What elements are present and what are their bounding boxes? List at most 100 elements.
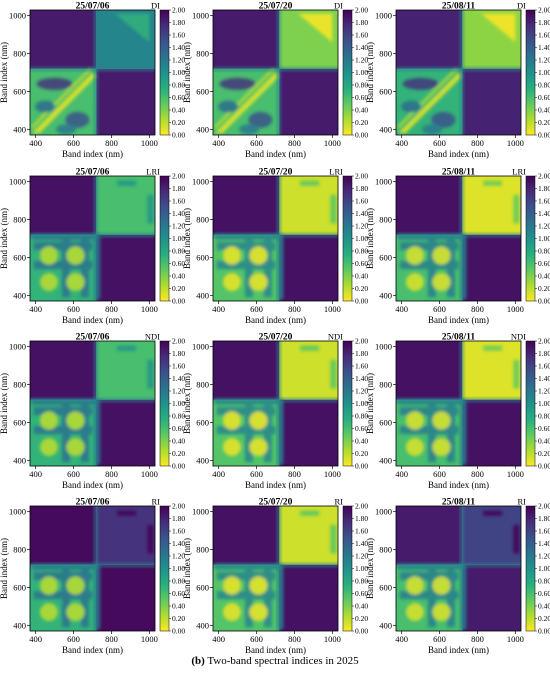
x-tick-label: 1000: [507, 304, 524, 314]
colorbar-tick-label: 1.80: [538, 514, 550, 523]
x-tick-label: 400: [212, 634, 225, 644]
colorbar-tick-label: 1.00: [355, 399, 368, 408]
y-tick-label: 1000: [375, 507, 392, 517]
colorbar-tick-label: 2.00: [538, 502, 550, 511]
heatmap-cells: [213, 341, 338, 466]
plot-frame: [395, 9, 522, 136]
colorbar-tick-label: 0.60: [172, 589, 185, 598]
colorbar-tick-label: 1.60: [538, 527, 550, 536]
colorbar-tick-label: 0.20: [538, 614, 550, 623]
y-tick-label: 1000: [192, 177, 209, 187]
y-axis-label: Band index (nm): [0, 42, 9, 103]
block-nir-nir: [279, 176, 338, 235]
bright-blob: [39, 273, 58, 292]
block-vis-nir: [396, 10, 463, 69]
x-tick-label: 800: [105, 634, 118, 644]
colorbar-tick-label: 1.80: [172, 18, 185, 27]
block-nir-vis: [279, 399, 338, 466]
diag-streak: [397, 68, 459, 130]
transition-band: [30, 66, 155, 72]
colorbar-tick-label: 0.80: [172, 577, 185, 586]
x-axis-label: Band index (nm): [428, 645, 489, 655]
colorbar-tick-label: 2.00: [172, 6, 185, 15]
band-stripe: [399, 242, 459, 251]
index-label: DI: [517, 1, 526, 11]
colorbar: [525, 340, 536, 467]
colorbar-tick-label: 1.80: [355, 184, 368, 193]
panel-title: 25/07/06: [76, 2, 110, 12]
bright-blob: [66, 576, 85, 595]
transition-band: [213, 397, 338, 403]
bright-blob: [249, 411, 268, 430]
colorbar-tick-label: 1.00: [538, 234, 550, 243]
x-tick-label: 800: [471, 634, 484, 644]
x-tick-label: 800: [288, 138, 301, 148]
y-tick-label: 800: [13, 49, 26, 59]
colorbar-tick-label: 2.00: [355, 6, 368, 15]
index-label: LRI: [512, 167, 526, 177]
block-nir-vis: [96, 234, 155, 301]
colorbar-tick-label: 1.80: [355, 514, 368, 523]
y-tick-label: 800: [379, 545, 392, 555]
colorbar-tick-label: 1.00: [538, 68, 550, 77]
nir-texture: [513, 194, 520, 224]
dark-patch: [55, 124, 76, 135]
transition-band: [396, 66, 521, 72]
colorbar-tick-label: 0.40: [355, 437, 368, 446]
x-axis-label: Band index (nm): [62, 315, 123, 325]
transition-band: [213, 66, 338, 72]
colorbar: [159, 340, 170, 467]
y-tick-label: 1000: [9, 11, 26, 21]
y-tick-label: 600: [13, 252, 26, 262]
colorbar-tick-label: 0.20: [355, 284, 368, 293]
diag-streak: [397, 72, 463, 134]
plot-frame: [395, 505, 522, 632]
dark-patch: [65, 111, 90, 128]
transition-band: [396, 562, 521, 568]
colorbar-tick-label: 1.00: [355, 564, 368, 573]
x-tick-label: 1000: [141, 469, 158, 479]
nir-texture: [300, 345, 320, 351]
colorbar-tick-label: 1.60: [355, 362, 368, 371]
diag-streak: [214, 72, 280, 134]
y-tick-label: 1000: [375, 11, 392, 21]
panel-title: 25/08/11: [442, 333, 476, 343]
block-vis-nir: [213, 506, 280, 565]
index-label: RI: [518, 497, 527, 507]
x-tick-label: 800: [288, 469, 301, 479]
heatmap-cells: [30, 176, 155, 301]
colorbar-tick-label: 1.40: [355, 209, 368, 218]
y-axis-label: Band index (nm): [0, 538, 9, 599]
y-tick-label: 1000: [375, 177, 392, 187]
colorbar-tick-label: 0.00: [172, 297, 185, 306]
nir-texture: [147, 359, 154, 389]
y-axis-label: Band index (nm): [365, 42, 375, 103]
nir-texture: [117, 510, 137, 516]
colorbar-tick-label: 2.00: [538, 337, 550, 346]
x-tick-label: 400: [29, 469, 42, 479]
bright-blob: [222, 438, 241, 457]
colorbar-tick-label: 1.20: [538, 552, 550, 561]
transition-band: [93, 10, 99, 135]
bright-blob: [66, 411, 85, 430]
y-tick-label: 400: [196, 620, 209, 630]
plot-frame: [212, 175, 339, 302]
plot-frame: [395, 175, 522, 302]
band-stripe: [399, 572, 459, 581]
band-stripe: [216, 261, 276, 270]
block-vis-nir: [30, 10, 97, 69]
nir-texture: [147, 194, 154, 224]
heatmap-panel: 400 600 800 1000 400 600 800 1000 Band index (nm…: [182, 167, 368, 326]
colorbar-tick-label: 0.80: [172, 412, 185, 421]
x-tick-label: 400: [29, 304, 42, 314]
bright-blob: [432, 576, 451, 595]
colorbar-tick-label: 0.40: [355, 272, 368, 281]
nir-texture: [147, 524, 154, 554]
block-vis-nir: [213, 10, 280, 69]
panel-title: 25/07/20: [259, 498, 293, 508]
x-tick-label: 800: [288, 304, 301, 314]
colorbar: [525, 175, 536, 302]
index-label: RI: [152, 497, 161, 507]
band-stripe: [446, 238, 455, 298]
heatmap-cells: [396, 10, 521, 135]
